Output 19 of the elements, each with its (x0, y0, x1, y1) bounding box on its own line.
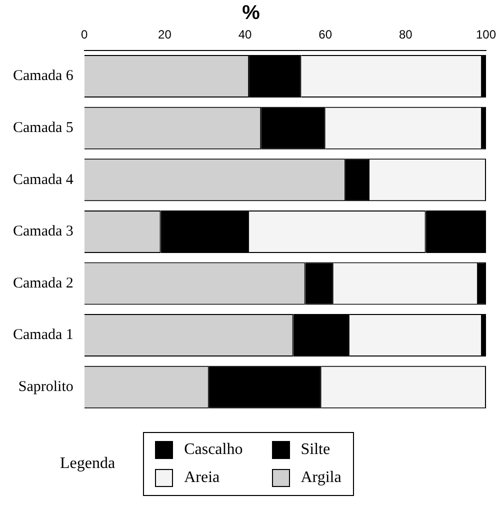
legend-label: Silte (300, 441, 330, 459)
chart-title: % (241, 2, 261, 25)
x-tick-label: 80 (399, 28, 413, 42)
y-tick-label: Saprolito (18, 379, 74, 396)
x-tick-label: 0 (81, 28, 88, 42)
y-tick-label: Camada 5 (12, 120, 74, 136)
y-tick-label: Camada 3 (12, 224, 74, 240)
legend-title: Legenda (60, 455, 116, 473)
x-tick-label: 100 (476, 28, 496, 42)
y-tick-label: Camada 1 (12, 327, 74, 344)
y-tick-label: Camada 6 (12, 68, 74, 84)
legend-label: Cascalho (184, 441, 243, 459)
y-tick-label: Camada 4 (12, 172, 74, 188)
x-tick-label: 40 (238, 28, 252, 42)
x-tick-label: 60 (318, 28, 332, 42)
legend-label: Argila (300, 469, 342, 487)
y-tick-label: Camada 2 (12, 275, 74, 292)
x-tick-label: 20 (158, 28, 172, 42)
legend-label: Areia (184, 469, 220, 487)
